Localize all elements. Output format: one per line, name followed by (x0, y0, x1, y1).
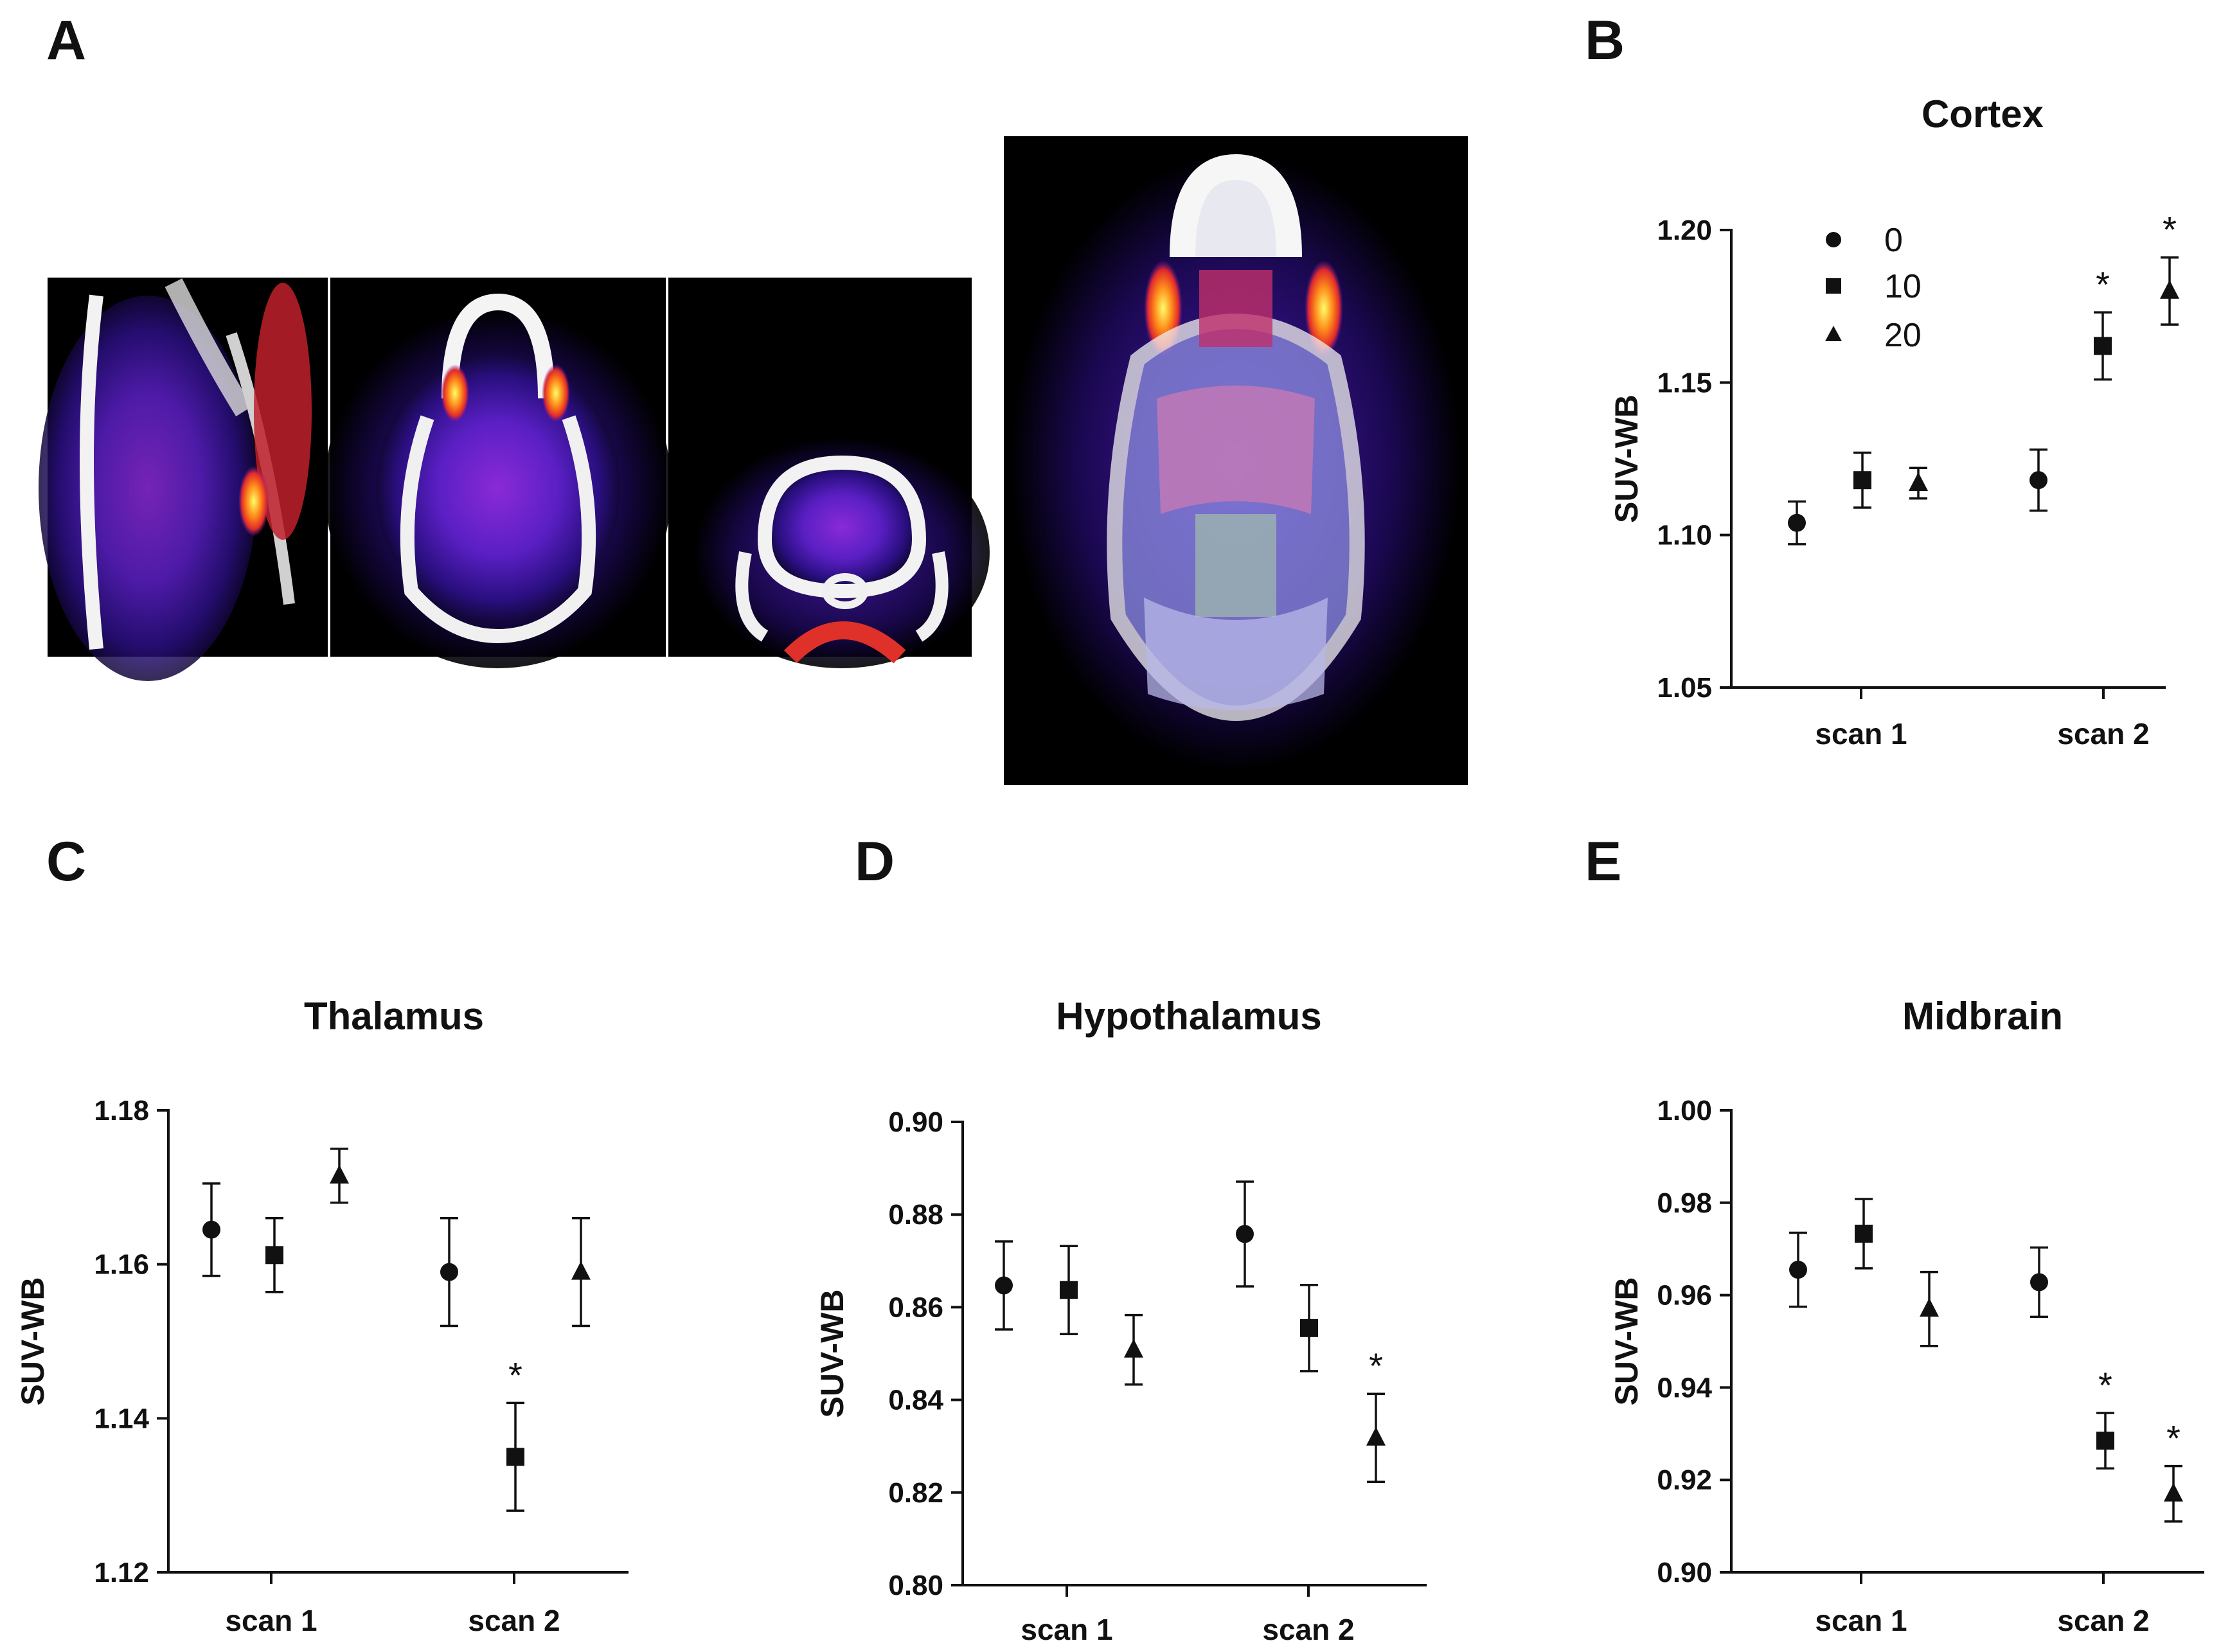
cortex-y-tick-label: 1.20 (1657, 215, 1712, 246)
hypothalamus-point-10-1 (1060, 1281, 1078, 1299)
pet-image-horizontal (325, 278, 672, 668)
legend: 0 10 20 (1825, 222, 1922, 354)
midbrain-significance-marker: * (2166, 1418, 2181, 1459)
panel-letter-a: A (46, 10, 86, 71)
thalamus-y-axis-label: SUV-WB (15, 1277, 51, 1406)
cortex-y-tick-label: 1.05 (1657, 672, 1712, 704)
thalamus-point-0-1 (202, 1220, 220, 1239)
thalamus-point-20-2 (571, 1261, 591, 1280)
pet-image-atlas-overlay (1004, 136, 1468, 785)
thalamus-point-10-1 (265, 1246, 283, 1265)
cortex-point-0-2 (2029, 471, 2047, 490)
chart-thalamus: Thalamus SUV-WB 1.12 1.14 1.16 1.18 scan 1 scan… (15, 995, 629, 1637)
thalamus-point-20-1 (330, 1164, 349, 1184)
cortex-point-20-1 (1909, 472, 1928, 491)
cortex-y-tick-label: 1.10 (1657, 520, 1712, 551)
midbrain-y-axis-label: SUV-WB (1609, 1277, 1645, 1406)
hypothalamus-significance-marker: * (1369, 1346, 1383, 1386)
thalamus-x-tick-label: scan 1 (225, 1604, 317, 1637)
thalamus-point-10-2 (506, 1448, 524, 1466)
cortex-point-0-1 (1788, 513, 1806, 532)
midbrain-significance-marker: * (2098, 1365, 2112, 1405)
hypothalamus-point-20-1 (1124, 1338, 1143, 1358)
midbrain-title: Midbrain (1902, 995, 2063, 1038)
midbrain-x-tick-label: scan 1 (1815, 1604, 1907, 1637)
legend-label-0: 0 (1884, 222, 1903, 259)
thalamus-y-tick-label: 1.12 (94, 1557, 149, 1588)
legend-marker-square (1826, 278, 1841, 294)
cortex-point-20-2 (2160, 280, 2179, 299)
panel-letter-b: B (1585, 10, 1625, 71)
hypothalamus-y-tick-label: 0.84 (888, 1385, 943, 1416)
thalamus-point-0-2 (440, 1263, 458, 1281)
midbrain-y-tick-label: 0.94 (1657, 1372, 1712, 1403)
panel-letter-e: E (1585, 831, 1621, 893)
hypothalamus-point-20-2 (1366, 1426, 1386, 1446)
chart-cortex: Cortex SUV-WB 1.05 1.10 1.15 1.20 scan 1 scan 2… (1609, 93, 2179, 751)
midbrain-point-20-1 (1920, 1298, 1939, 1317)
midbrain-y-tick-label: 0.96 (1657, 1280, 1712, 1311)
midbrain-point-10-2 (2096, 1432, 2114, 1450)
midbrain-y-tick-label: 0.90 (1657, 1557, 1712, 1588)
cortex-y-axis-label: SUV-WB (1609, 395, 1645, 523)
thalamus-title: Thalamus (304, 995, 484, 1038)
hypothalamus-y-tick-label: 0.82 (888, 1477, 943, 1509)
midbrain-point-0-1 (1789, 1261, 1807, 1279)
legend-marker-circle (1826, 232, 1841, 247)
legend-label-20: 20 (1884, 317, 1922, 354)
hypothalamus-y-tick-label: 0.90 (888, 1106, 943, 1138)
cortex-x-tick-label: scan 1 (1815, 717, 1907, 751)
panel-letter-d: D (855, 831, 895, 893)
chart-midbrain: Midbrain SUV-WB 0.90 0.92 0.94 0.96 0.98 1.00 sc… (1609, 995, 2204, 1637)
legend-marker-triangle (1825, 326, 1842, 341)
hypothalamus-x-tick-label: scan 2 (1262, 1613, 1354, 1646)
midbrain-point-10-1 (1855, 1224, 1873, 1243)
hypothalamus-point-0-1 (995, 1276, 1013, 1295)
midbrain-y-tick-label: 1.00 (1657, 1095, 1712, 1126)
cortex-y-tick-label: 1.15 (1657, 367, 1712, 398)
thalamus-x-tick-label: scan 2 (468, 1604, 560, 1637)
hypothalamus-title: Hypothalamus (1056, 995, 1321, 1038)
pet-image-coronal (668, 278, 990, 668)
midbrain-x-tick-label: scan 2 (2057, 1604, 2149, 1637)
hypothalamus-y-axis-label: SUV-WB (814, 1290, 850, 1418)
cortex-significance-marker: * (2096, 264, 2110, 305)
midbrain-point-0-2 (2030, 1273, 2048, 1292)
hypothalamus-point-10-2 (1300, 1319, 1318, 1337)
chart-hypothalamus: Hypothalamus SUV-WB 0.80 0.82 0.84 0.86 0.88 0.… (814, 995, 1427, 1646)
thalamus-y-tick-label: 1.18 (94, 1095, 149, 1126)
hypothalamus-x-tick-label: scan 1 (1021, 1613, 1112, 1646)
hypothalamus-y-tick-label: 0.88 (888, 1199, 943, 1230)
thalamus-y-tick-label: 1.14 (94, 1403, 149, 1434)
cortex-title: Cortex (1922, 93, 2044, 136)
midbrain-point-20-2 (2164, 1482, 2183, 1502)
hypothalamus-y-tick-label: 0.86 (888, 1292, 943, 1323)
pet-image-sagittal (39, 278, 328, 681)
cortex-point-10-1 (1853, 471, 1871, 490)
legend-label-10: 10 (1884, 268, 1922, 305)
cortex-point-10-2 (2094, 337, 2112, 355)
cortex-x-tick-label: scan 2 (2057, 717, 2149, 751)
cortex-significance-marker: * (2163, 209, 2177, 250)
thalamus-significance-marker: * (508, 1354, 522, 1395)
panel-letter-c: C (46, 831, 86, 893)
midbrain-y-tick-label: 0.92 (1657, 1464, 1712, 1496)
thalamus-y-tick-label: 1.16 (94, 1249, 149, 1281)
midbrain-y-tick-label: 0.98 (1657, 1187, 1712, 1219)
hypothalamus-y-tick-label: 0.80 (888, 1570, 943, 1601)
hypothalamus-point-0-2 (1236, 1225, 1254, 1243)
